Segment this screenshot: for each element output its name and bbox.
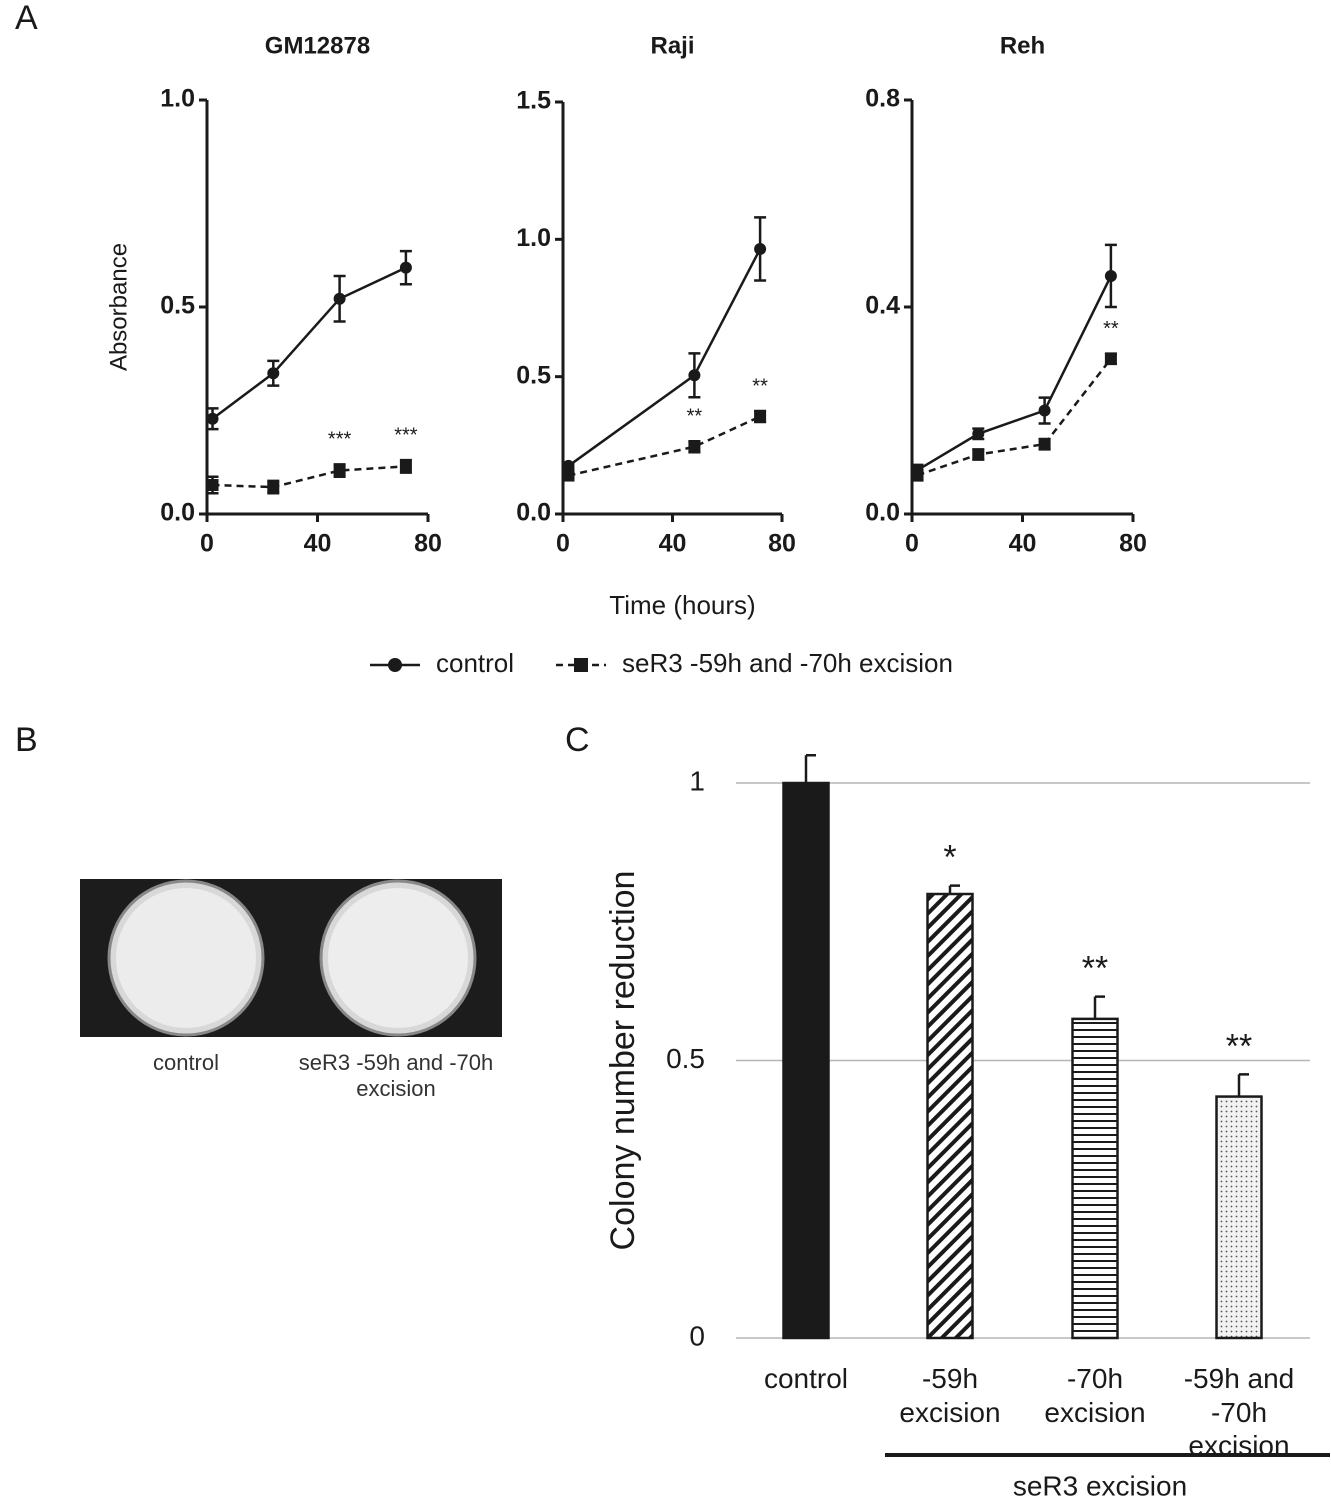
series-line: [211, 266, 407, 420]
bar: [926, 892, 974, 1340]
x-tick-label: 0: [905, 530, 919, 558]
y-tick-label: 0.4: [865, 292, 900, 320]
series-line: [917, 357, 1112, 477]
data-point: [399, 460, 412, 473]
bar: [1215, 1095, 1263, 1340]
data-point: [911, 469, 924, 482]
panel-label: A: [15, 0, 38, 37]
data-point: [1038, 438, 1051, 451]
significance-label: ***: [328, 429, 352, 451]
data-point: [972, 427, 985, 440]
x-tick-label: 40: [1009, 530, 1037, 558]
chart-title: Reh: [1000, 32, 1045, 59]
y-tick-label: 1.5: [516, 87, 551, 115]
x-tick-label: -59h excision: [899, 1363, 1001, 1428]
data-point: [754, 242, 767, 255]
significance-label: ***: [394, 424, 418, 446]
significance-label: **: [687, 405, 703, 427]
panel-label: B: [15, 721, 38, 759]
data-point: [562, 469, 575, 482]
x-tick-label: 80: [1119, 530, 1147, 558]
data-point: [267, 367, 280, 380]
y-tick-label: 0.8: [865, 85, 900, 113]
data-point: [688, 369, 701, 382]
significance-label: *: [1041, 403, 1049, 425]
y-tick-label: 1.0: [516, 224, 551, 252]
y-tick-label: 0.0: [516, 499, 551, 527]
x-tick-label: -59h and -70h excision: [1183, 1363, 1295, 1462]
legend-marker: [574, 658, 588, 672]
x-tick-label: 40: [304, 530, 332, 558]
series-line: [567, 248, 762, 467]
legend-label: control: [436, 648, 514, 678]
photo-caption: control: [152, 1050, 220, 1075]
y-tick-label: 0.5: [160, 292, 195, 320]
series-line: [212, 465, 406, 489]
data-point: [1038, 404, 1051, 417]
chart-title: Raji: [650, 32, 694, 59]
y-tick-label: 0.5: [666, 1043, 705, 1074]
y-tick-label: 0.5: [516, 361, 551, 389]
data-point: [972, 448, 985, 461]
data-point: [333, 292, 346, 305]
significance-label: **: [1103, 318, 1119, 340]
group-label: seR3 excision: [1013, 1470, 1187, 1500]
data-point: [206, 412, 219, 425]
photo-caption: seR3 -59h and -70h excision: [298, 1050, 494, 1102]
significance-label: **: [752, 375, 768, 397]
y-tick-label: 1: [689, 765, 705, 796]
data-point: [206, 479, 219, 492]
error-bar: [1093, 995, 1105, 1019]
error-bar: [1237, 1073, 1249, 1097]
data-point: [1104, 352, 1117, 365]
significance-label: **: [1082, 950, 1108, 988]
bar: [1071, 1017, 1119, 1340]
bar: [782, 781, 830, 1340]
data-point: [333, 464, 346, 477]
error-bar: [948, 884, 960, 894]
y-tick-label: 0.0: [865, 499, 900, 527]
data-point: [399, 261, 412, 274]
y-tick-label: 0: [689, 1320, 705, 1351]
significance-label: **: [1226, 1027, 1252, 1065]
x-tick-label: 80: [768, 530, 796, 558]
y-axis-label: Absorbance: [105, 243, 132, 371]
dish: [116, 888, 256, 1028]
x-tick-label: 0: [556, 530, 570, 558]
data-point: [267, 481, 280, 494]
x-tick-label: -70h excision: [1044, 1363, 1146, 1428]
x-tick-label: 40: [659, 530, 687, 558]
x-tick-label: control: [763, 1363, 849, 1394]
significance-label: *: [943, 839, 956, 877]
data-point: [1104, 269, 1117, 282]
data-point: [688, 440, 701, 453]
x-tick-label: 80: [414, 530, 442, 558]
panel-label: C: [565, 721, 590, 759]
legend-label: seR3 -59h and -70h excision: [622, 648, 953, 678]
y-tick-label: 1.0: [160, 85, 195, 113]
y-tick-label: 0.0: [160, 499, 195, 527]
error-bar: [804, 754, 816, 783]
data-point: [754, 410, 767, 423]
series-line: [916, 275, 1113, 472]
data-point: [562, 459, 575, 472]
y-axis-label: Colony number reduction: [604, 871, 642, 1251]
x-tick-label: 0: [200, 530, 214, 558]
x-axis-label: Time (hours): [609, 590, 755, 620]
legend-marker: [388, 658, 402, 672]
chart-title: GM12878: [265, 32, 370, 59]
dish: [328, 888, 468, 1028]
